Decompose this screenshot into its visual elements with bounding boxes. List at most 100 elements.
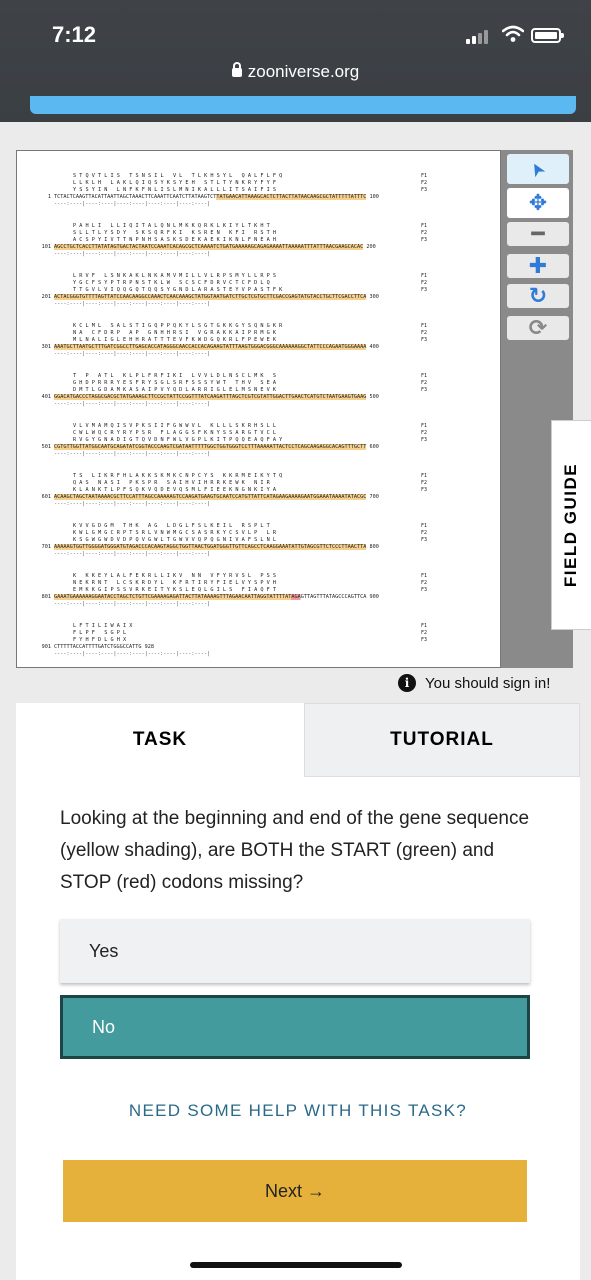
frame-3-translation: T T G V L V I Q Q G Q T Q Q S Y G N D L … <box>33 287 379 294</box>
dna-line: 801 GAAATGAAAAAAGGAATACCTAGCTCTGTTCGAAAAG… <box>33 594 379 601</box>
frame-label: F1 <box>421 223 428 229</box>
task-help-link[interactable]: NEED SOME HELP WITH THIS TASK? <box>128 1101 468 1120</box>
frame-label: F2 <box>421 480 428 486</box>
zoom-out-button[interactable]: ━ <box>507 221 569 246</box>
frame-3-translation: K S G W G W D V D P Q V G W L T G W V V … <box>33 537 379 544</box>
sequence-block: T P A T L K L P L F R F I K I L V V L D … <box>33 373 379 408</box>
dna-line: 1 TCTACTCAAGTTACATTAATTAGCTAAACTTCAAATTCA… <box>33 194 379 201</box>
frame-3-translation-text: T T G V L V I Q Q G Q T Q Q S Y G N D L … <box>73 287 283 293</box>
field-guide-label: FIELD GUIDE <box>561 462 581 588</box>
tab-task[interactable]: TASK <box>16 703 304 777</box>
frame-1-translation-text: V L V M A M Q I S V P K S I I F G W W V … <box>73 423 277 429</box>
tab-tutorial[interactable]: TUTORIAL <box>304 703 580 777</box>
ruler-line: ----:----|----:----|----:----|----:----|… <box>54 651 211 657</box>
frame-label: F2 <box>421 330 428 336</box>
frame-label: F1 <box>421 623 428 629</box>
refresh-button[interactable]: ⟳ <box>507 315 569 340</box>
dna-sequence: GAAATGAAAAAAGGAATACCTAGCTCTGTTCGAAAAGAGA… <box>54 594 367 600</box>
frame-2-translation: N A C F D R P A P G N H H R S I V G R A … <box>33 330 379 337</box>
position-end: 500 <box>366 394 379 400</box>
pointer-tool[interactable]: ➤ <box>507 154 569 184</box>
frame-1-translation-text: K K K E Y L A L F E K R L L I K V N N V … <box>73 573 277 579</box>
frame-label: F3 <box>421 287 428 293</box>
field-guide-tab[interactable]: FIELD GUIDE <box>551 420 591 630</box>
frame-1-translation: T P A T L K L P L F R F I K I L V V L D … <box>33 373 379 380</box>
frame-3-translation: M L N A L I G L E H H R A T T T E V F K … <box>33 337 379 344</box>
frame-label: F3 <box>421 337 428 343</box>
sign-in-notice[interactable]: i You should sign in! <box>398 674 550 692</box>
zoom-in-button[interactable]: ✚ <box>507 253 569 278</box>
move-tool[interactable]: ✥ <box>507 188 569 218</box>
frame-1-translation: K K K E Y L A L F E K R L L I K V N N V … <box>33 573 379 580</box>
dna-line: 201 ACTACGGGTGTTTTAGTTATCCAACAAGGCCAAACTC… <box>33 294 379 301</box>
dna-sequence: ACTACGGGTGTTTTAGTTATCCAACAAGGCCAAACTCAAC… <box>54 294 367 300</box>
answer-no-button[interactable]: No <box>60 995 530 1059</box>
ruler-line: ----:----|----:----|----:----|----:----|… <box>54 251 211 257</box>
frame-3-translation: Y S S Y I N L N F K F N L I S L M N I K … <box>33 187 379 194</box>
address-bar[interactable]: zooniverse.org <box>0 62 591 82</box>
frame-2-translation: C W L W Q C R Y R Y P S R F L A G G S F … <box>33 430 379 437</box>
frame-2-translation: F L P F S G P L <box>33 630 210 637</box>
position-start: 301 <box>41 344 51 350</box>
frame-3-translation-text: D M T L G D A M K A S A I P V Y Q D L A … <box>73 387 277 393</box>
frame-1-translation: L R V F L S N K A K L N K A M V M I L L … <box>33 273 379 280</box>
dna-line: 401 GGACATGACCCTAGGCGACGCTATGAAAGCTTCCGCT… <box>33 394 379 401</box>
dna-line: 601 ACAAGCTAGCTAATAAAACGCTTCCATTTAGCCAAAA… <box>33 494 379 501</box>
position-start: 1 <box>47 194 51 200</box>
ruler-line: ----:----|----:----|----:----|----:----|… <box>54 301 211 307</box>
frame-2-translation: Q A S N A S I P K S P R S A I H V I H R … <box>33 480 379 487</box>
frame-label: F3 <box>421 537 428 543</box>
frame-1-translation-text: T S L I K R F H L A K K S K M K C N P C … <box>73 473 283 479</box>
position-end: 200 <box>363 244 376 250</box>
ruler-line: ----:----|----:----|----:----|----:----|… <box>54 501 211 507</box>
viewer-toolbar: ➤ ✥ ━ ✚ ↻ ⟳ <box>502 150 573 668</box>
frame-3-translation: F Y H F D L G H X <box>33 637 210 644</box>
next-button[interactable]: Next → <box>63 1160 527 1222</box>
position-start: 701 <box>41 544 51 550</box>
frame-label: F3 <box>421 637 428 643</box>
position-start: 201 <box>41 294 51 300</box>
ruler-line: ----:----|----:----|----:----|----:----|… <box>54 201 211 207</box>
frame-label: F2 <box>421 630 428 636</box>
dna-sequence: AAATGCTTAATGCTTTGATCGGCCTTGAGCACCATAGGGC… <box>54 344 367 350</box>
frame-2-translation: L L K L H L A K L Q I Q S Y K S Y E H S … <box>33 180 379 187</box>
frame-label: F1 <box>421 473 428 479</box>
position-start: 401 <box>41 394 51 400</box>
home-indicator <box>190 1262 402 1268</box>
frame-2-translation-text: F L P F S G P L <box>73 630 127 636</box>
frame-3-translation-text: Y S S Y I N L N F K F N L I S L M N I K … <box>73 187 277 193</box>
frame-label: F3 <box>421 187 428 193</box>
browser-status-bar: 7:12 zooniverse.org <box>0 0 591 122</box>
sequence-block: S T Q V T L I S T S N S I L V L T L K H … <box>33 173 379 208</box>
frame-label: F3 <box>421 237 428 243</box>
reset-button[interactable]: ↻ <box>507 283 569 308</box>
frame-1-translation: V L V M A M Q I S V P K S I I F G W W V … <box>33 423 379 430</box>
answer-yes-button[interactable]: Yes <box>60 919 530 983</box>
frame-3-translation-text: R V G Y G N A D I G T Q V D N F W L V G … <box>73 437 283 443</box>
arrow-pointer-icon: ➤ <box>525 157 551 181</box>
dna-sequence: CTTTTTACCATTTTGATCTGGGCCATTG <box>54 644 142 650</box>
frame-3-translation: A C S P Y I V T T N P N H S A S K S D E … <box>33 237 376 244</box>
position-end: 800 <box>366 544 379 550</box>
frame-2-translation-text: N A C F D R P A P G N H H R S I V G R A … <box>73 330 277 336</box>
frame-3-translation-text: F Y H F D L G H X <box>73 637 127 643</box>
task-question: Looking at the beginning and end of the … <box>60 808 530 893</box>
frame-label: F1 <box>421 423 428 429</box>
frame-2-translation-text: Q A S N A S I P K S P R S A I H V I H R … <box>73 480 270 486</box>
sequence-block: P A H L I L L I Q I T A L Q N L M K K Q … <box>33 223 376 258</box>
frame-label: F1 <box>421 173 428 179</box>
sequence-block: K K K E Y L A L F E K R L L I K V N N V … <box>33 573 379 608</box>
frame-3-translation-text: M L N A L I G L E H H R A T T T E V F K … <box>73 337 277 343</box>
sequence-canvas[interactable]: S T Q V T L I S T S N S I L V L T L K H … <box>16 150 501 668</box>
cellular-signal-icon <box>466 28 492 44</box>
frame-label: F2 <box>421 380 428 386</box>
frame-label: F2 <box>421 180 428 186</box>
frame-1-translation-text: T P A T L K L P L F R F I K I L V V L D … <box>73 373 277 379</box>
position-end: 700 <box>366 494 379 500</box>
sign-in-text: You should sign in! <box>425 674 551 692</box>
sequence-block: L R V F L S N K A K L N K A M V M I L L … <box>33 273 379 308</box>
frame-1-translation-text: P A H L I L L I Q I T A L Q N L M K K Q … <box>73 223 270 229</box>
frame-1-translation-text: L F T I L I W A I X <box>73 623 133 629</box>
frame-2-translation: S L L T L Y S D Y S K S Q R F K I K S R … <box>33 230 376 237</box>
